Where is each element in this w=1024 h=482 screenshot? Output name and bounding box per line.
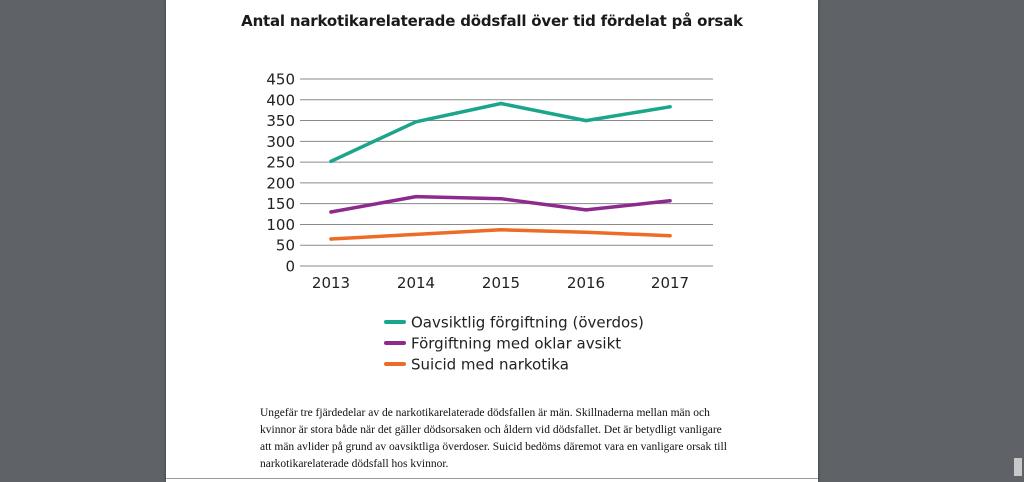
y-tick-label: 350 [266,112,295,130]
x-tick-label: 2016 [567,274,605,292]
data-point [584,208,588,212]
series-line-1 [329,101,672,164]
data-point [584,118,588,123]
y-tick-label: 450 [266,71,295,89]
scroll-thumb[interactable] [1014,458,1022,476]
y-tick-label: 0 [285,258,295,276]
data-point [329,210,333,214]
document-page: Antal narkotikarelaterade dödsfall över … [166,0,818,482]
x-tick-label: 2013 [312,274,350,292]
body-paragraph: Ungefär tre fjärdedelar av de narkotikar… [260,407,727,470]
line-chart: 450 400 350 300 250 200 150 100 50 0 2013 2014 2015 2… [266,71,713,374]
legend-label: Oavsiktlig förgiftning (överdos) [411,314,644,332]
data-point [668,105,672,109]
data-point [329,237,333,241]
data-point [584,230,588,234]
data-point [414,232,418,237]
y-tick-label: 100 [266,216,295,234]
data-point [668,234,672,238]
data-point [668,199,672,203]
data-point [499,101,503,106]
y-tick-label: 200 [266,174,295,192]
data-point [329,159,333,163]
x-tick-label: 2017 [651,274,689,292]
y-tick-label: 300 [266,133,295,151]
data-point [499,197,503,201]
legend-label: Förgiftning med oklar avsikt [411,335,621,353]
y-tick-label: 150 [266,195,295,213]
x-tick-label: 2015 [482,274,520,292]
data-point [414,120,418,124]
legend-label: Suicid med narkotika [411,356,569,374]
page-divider [166,478,818,479]
scrollbar[interactable] [1012,0,1024,482]
chart-title: Antal narkotikarelaterade dödsfall över … [241,12,743,30]
data-point [414,194,418,199]
y-tick-label: 250 [266,154,295,172]
y-tick-label: 50 [276,237,295,255]
x-tick-label: 2014 [397,274,435,292]
data-point [499,228,503,232]
y-tick-label: 400 [266,91,295,109]
